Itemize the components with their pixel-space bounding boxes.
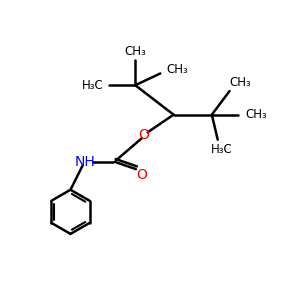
Text: NH: NH: [75, 155, 96, 169]
Text: O: O: [136, 168, 147, 182]
Text: CH₃: CH₃: [245, 108, 267, 121]
Text: CH₃: CH₃: [166, 62, 188, 76]
Text: CH₃: CH₃: [229, 76, 251, 89]
Text: O: O: [139, 128, 149, 142]
Text: H₃C: H₃C: [211, 143, 233, 157]
Text: H₃C: H₃C: [82, 79, 104, 92]
Text: CH₃: CH₃: [124, 45, 146, 58]
